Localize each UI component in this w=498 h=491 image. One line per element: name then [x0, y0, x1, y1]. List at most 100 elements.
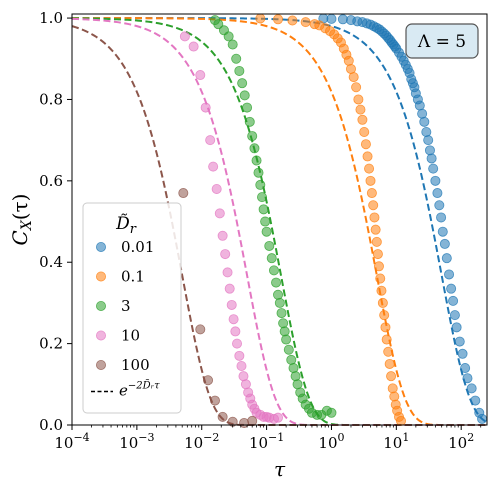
data-point [240, 379, 251, 390]
data-points [178, 13, 488, 428]
data-point [444, 269, 455, 280]
data-point [230, 326, 241, 337]
data-point [357, 114, 368, 125]
legend-marker [96, 330, 107, 341]
legend-label: 10 [121, 327, 140, 345]
data-point [264, 240, 275, 251]
data-point [266, 253, 277, 264]
data-point [454, 336, 465, 347]
data-point [434, 200, 445, 211]
legend-marker [96, 241, 107, 252]
legend-theory-label: e−2D̃ᵣτ [119, 380, 160, 400]
data-point [375, 273, 386, 284]
data-point [360, 139, 371, 150]
data-point [423, 135, 434, 146]
legend-label: 3 [121, 297, 131, 315]
data-point [451, 322, 462, 333]
theory-curve-1 [72, 17, 487, 426]
data-point [470, 395, 481, 406]
data-point [351, 82, 362, 93]
data-point [227, 39, 238, 50]
legend: D̃r0.01 0.1 3 10 100 e−2D̃ᵣτ [82, 202, 182, 414]
data-point [228, 314, 239, 325]
data-point [365, 175, 376, 186]
data-point [273, 412, 284, 423]
data-point [281, 334, 292, 345]
legend-title: D̃r [115, 214, 137, 237]
data-point [278, 318, 289, 329]
data-point [195, 324, 206, 335]
data-point [441, 253, 452, 264]
legend-label: 100 [121, 356, 150, 374]
axes: 10−4 10−3 10−2 10−1 100 101 102 0.0 0.2 0.4 0.6 0.8… [8, 9, 488, 481]
data-point [260, 216, 271, 227]
data-point [395, 415, 406, 426]
data-point [244, 116, 255, 127]
data-point [366, 188, 377, 199]
data-point [211, 183, 222, 194]
annotation-box [405, 23, 479, 59]
x-axis-label: τ [274, 457, 286, 481]
data-point [258, 204, 269, 215]
data-point [249, 143, 260, 154]
y-tick-label: 0.6 [39, 172, 63, 190]
series-3 [179, 31, 284, 424]
data-point [234, 350, 245, 361]
data-point [343, 55, 354, 66]
data-point [195, 70, 206, 81]
data-point [287, 15, 298, 26]
data-point [462, 373, 473, 384]
data-point [370, 224, 381, 235]
data-point [251, 155, 262, 166]
data-point [437, 226, 448, 237]
data-point [419, 116, 430, 127]
y-tick-label: 0.4 [39, 253, 63, 271]
x-tick-label: 100 [318, 431, 344, 452]
data-point [355, 104, 366, 115]
annotation: Λ = 5 [405, 23, 479, 59]
data-point [380, 322, 391, 333]
data-point [326, 407, 337, 418]
y-tick-label: 0.2 [39, 335, 63, 353]
data-point [389, 391, 400, 402]
data-point [217, 230, 228, 241]
y-tick-label: 0.0 [39, 416, 63, 434]
data-point [386, 371, 397, 382]
data-point [239, 90, 250, 101]
data-point [220, 249, 231, 260]
series-1 [255, 13, 406, 426]
data-point [271, 277, 282, 288]
series-2 [209, 15, 337, 420]
data-point [288, 363, 299, 374]
x-tick-label: 10−2 [184, 431, 219, 452]
data-point [223, 31, 234, 42]
legend-marker [96, 359, 107, 370]
data-point [368, 200, 379, 211]
data-point [179, 31, 190, 42]
data-point [446, 283, 457, 294]
legend-marker [96, 271, 107, 282]
data-point [383, 346, 394, 357]
data-point [257, 192, 268, 203]
data-point [274, 297, 285, 308]
data-point [217, 411, 228, 422]
data-point [286, 354, 297, 365]
data-point [224, 283, 235, 294]
data-point [255, 13, 266, 24]
data-point [273, 14, 284, 25]
data-point [273, 289, 284, 300]
data-point [353, 94, 364, 105]
data-point [449, 310, 460, 321]
data-point [421, 127, 432, 138]
data-point [381, 334, 392, 345]
data-point [231, 53, 242, 64]
data-point [430, 175, 441, 186]
data-point [348, 72, 359, 83]
data-point [247, 415, 258, 426]
x-tick-label: 10−3 [119, 431, 154, 452]
data-point [283, 344, 294, 355]
data-point [203, 375, 214, 386]
data-point [426, 153, 437, 164]
data-point [178, 188, 189, 199]
